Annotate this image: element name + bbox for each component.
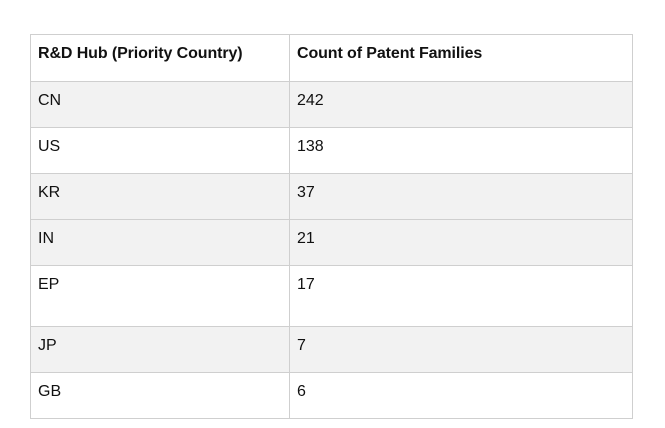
count-cell: 17 [289, 265, 633, 327]
table-row: US 138 [30, 127, 633, 174]
hub-cell: JP [30, 326, 290, 373]
table-row: GB 6 [30, 372, 633, 419]
hub-cell: CN [30, 81, 290, 128]
count-cell: 6 [289, 372, 633, 419]
hub-cell: IN [30, 219, 290, 266]
count-cell: 7 [289, 326, 633, 373]
table-row: IN 21 [30, 219, 633, 266]
patent-families-table: R&D Hub (Priority Country) Count of Pate… [30, 34, 633, 419]
table-header-row: R&D Hub (Priority Country) Count of Pate… [30, 34, 633, 82]
column-header-count: Count of Patent Families [289, 34, 633, 82]
table-row: EP 17 [30, 265, 633, 327]
table-row: CN 242 [30, 81, 633, 128]
count-cell: 37 [289, 173, 633, 220]
hub-cell: KR [30, 173, 290, 220]
column-header-hub: R&D Hub (Priority Country) [30, 34, 290, 82]
patent-table-container: R&D Hub (Priority Country) Count of Pate… [30, 34, 633, 419]
hub-cell: US [30, 127, 290, 174]
hub-cell: EP [30, 265, 290, 327]
count-cell: 138 [289, 127, 633, 174]
table-row: JP 7 [30, 326, 633, 373]
count-cell: 242 [289, 81, 633, 128]
hub-cell: GB [30, 372, 290, 419]
count-cell: 21 [289, 219, 633, 266]
table-row: KR 37 [30, 173, 633, 220]
